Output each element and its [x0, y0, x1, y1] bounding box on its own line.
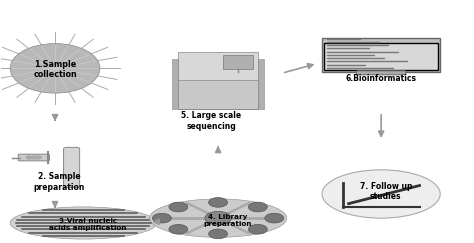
Text: 5. Large scale
sequencing: 5. Large scale sequencing — [181, 111, 241, 130]
Text: 4. Library
preparation: 4. Library preparation — [203, 214, 252, 226]
Circle shape — [153, 213, 172, 223]
Text: 1.Sample
collection: 1.Sample collection — [33, 60, 77, 79]
Text: 3.Viral nucleic
acids amplification: 3.Viral nucleic acids amplification — [49, 218, 127, 231]
Circle shape — [31, 156, 36, 159]
FancyBboxPatch shape — [64, 147, 80, 187]
Circle shape — [169, 202, 188, 212]
Ellipse shape — [10, 207, 156, 239]
FancyBboxPatch shape — [18, 154, 49, 161]
Circle shape — [205, 211, 231, 225]
Circle shape — [36, 156, 41, 159]
Circle shape — [209, 229, 228, 239]
FancyBboxPatch shape — [173, 59, 178, 109]
FancyBboxPatch shape — [258, 59, 264, 109]
Circle shape — [265, 213, 284, 223]
FancyBboxPatch shape — [356, 71, 406, 75]
Ellipse shape — [10, 43, 100, 93]
Text: 2. Sample
preparation: 2. Sample preparation — [33, 172, 84, 191]
FancyBboxPatch shape — [324, 43, 438, 69]
Text: 6.Bioinformatics: 6.Bioinformatics — [346, 74, 417, 83]
Circle shape — [248, 225, 267, 234]
FancyBboxPatch shape — [178, 52, 258, 80]
Ellipse shape — [322, 170, 440, 218]
Circle shape — [248, 202, 267, 212]
Circle shape — [169, 225, 188, 234]
FancyBboxPatch shape — [223, 55, 253, 69]
Circle shape — [26, 156, 32, 159]
Text: 7. Follow up
studies: 7. Follow up studies — [360, 182, 412, 201]
FancyBboxPatch shape — [178, 59, 258, 109]
Circle shape — [209, 198, 228, 207]
FancyBboxPatch shape — [322, 38, 440, 72]
Ellipse shape — [150, 199, 287, 237]
